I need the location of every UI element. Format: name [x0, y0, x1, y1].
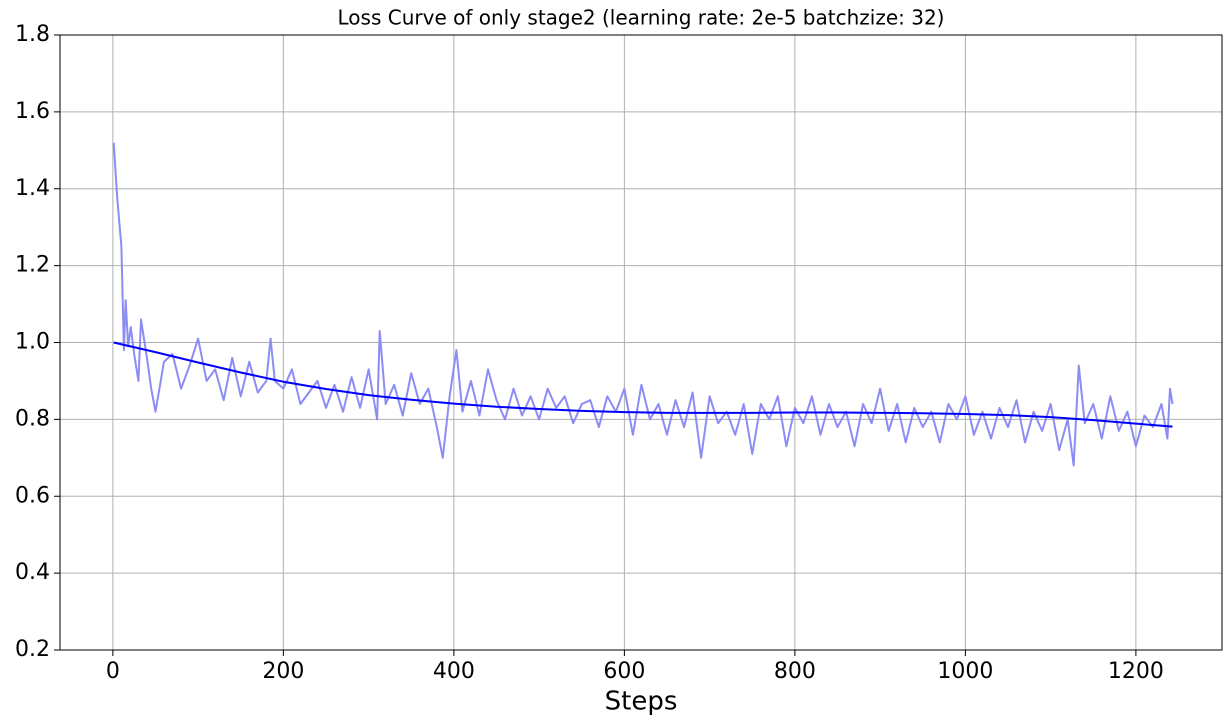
y-tick-label: 1.2: [15, 253, 50, 278]
y-tick-label: 0.8: [15, 406, 50, 431]
y-tick-label: 1.4: [15, 176, 50, 201]
x-tick-label: 200: [262, 659, 304, 684]
x-tick-label: 1200: [1108, 659, 1164, 684]
y-tick-label: 1.0: [15, 330, 50, 355]
loss-line: [113, 341, 1173, 428]
x-tick-label: 400: [433, 659, 475, 684]
x-tick-label: 600: [603, 659, 645, 684]
x-tick-label: 1000: [937, 659, 993, 684]
x-tick-label: 0: [106, 659, 120, 684]
loss-line: [112, 142, 1174, 467]
y-tick-label: 0.2: [15, 637, 50, 662]
x-tick-label: 800: [774, 659, 816, 684]
plot-frame: [59, 34, 1223, 651]
y-tick-label: 1.8: [15, 22, 50, 47]
chart-title: Loss Curve of only stage2 (learning rate…: [338, 6, 945, 30]
x-axis-label: Steps: [605, 687, 678, 717]
y-tick-label: 1.6: [15, 99, 50, 124]
y-tick-label: 0.6: [15, 483, 50, 508]
y-tick-label: 0.4: [15, 560, 50, 585]
